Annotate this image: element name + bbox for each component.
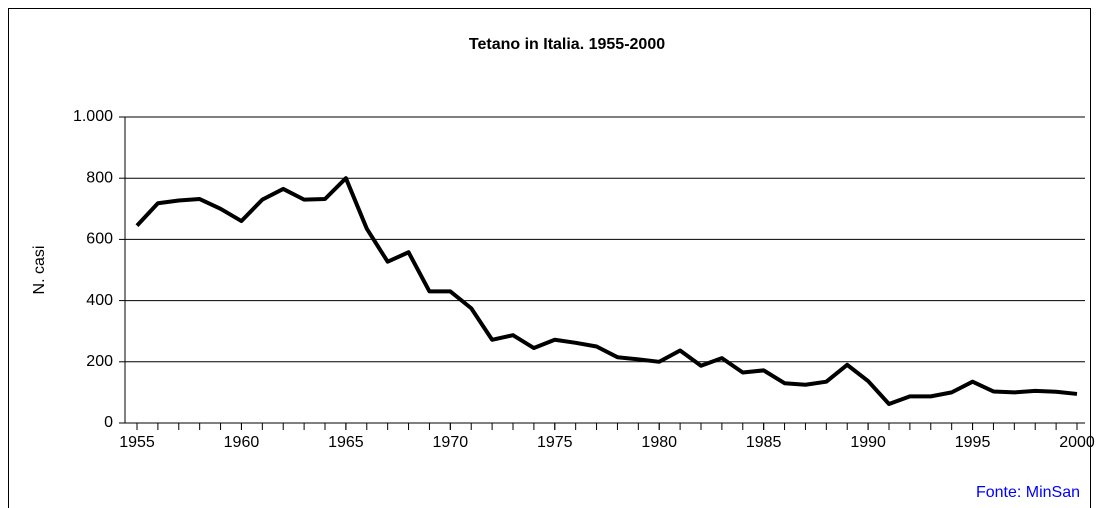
x-tick-label: 1975 (537, 434, 573, 451)
x-tick-label: 1980 (641, 434, 677, 451)
y-axis-label: N. casi (31, 246, 48, 295)
y-tick-label: 600 (86, 231, 113, 248)
y-tick-label: 800 (86, 169, 113, 186)
data-line (135, 176, 1078, 407)
chart-title: Tetano in Italia. 1955-2000 (469, 36, 665, 53)
x-tick-label: 1990 (850, 434, 886, 451)
y-tick-label: 200 (86, 353, 113, 370)
x-tick-label: 1970 (433, 434, 469, 451)
x-tick-label: 1960 (224, 434, 260, 451)
y-tick-label: 400 (86, 292, 113, 309)
x-tick-label: 1995 (955, 434, 991, 451)
source-note: Fonte: MinSan (976, 484, 1080, 501)
x-tick-label: 1955 (119, 434, 155, 451)
y-tick-label: 1.000 (73, 108, 113, 125)
x-tick-label: 1985 (746, 434, 782, 451)
x-tick-label: 2000 (1059, 434, 1095, 451)
x-tick-label: 1965 (328, 434, 364, 451)
y-tick-label: 0 (104, 414, 113, 431)
frame (8, 8, 1091, 508)
